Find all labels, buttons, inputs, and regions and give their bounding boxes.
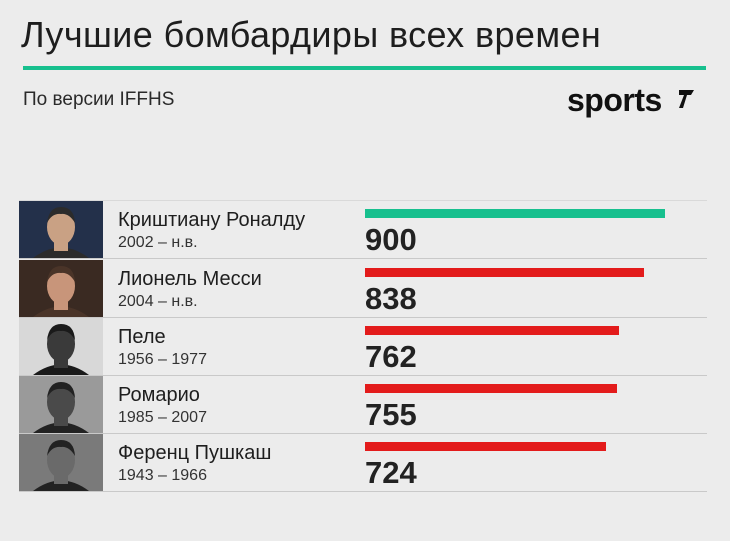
player-photo-2 [19, 318, 103, 375]
row-divider [19, 433, 707, 434]
data-label: 755 [365, 397, 417, 432]
career-years-label: 1956 – 1977 [118, 351, 207, 368]
portrait-icon [19, 434, 103, 491]
chart-title: Лучшие бомбардиры всех времен [21, 14, 602, 55]
bar [365, 268, 644, 277]
category-label: Пеле [118, 326, 166, 348]
chart-row: Ференц Пушкаш 1943 – 1966 724 [19, 434, 707, 492]
sports-logo: sports [567, 82, 694, 119]
career-years-label: 2002 – н.в. [118, 234, 198, 251]
player-photo-1 [19, 260, 103, 317]
row-divider [19, 200, 707, 201]
chart-row: Пеле 1956 – 1977 762 [19, 318, 707, 376]
category-label: Ференц Пушкаш [118, 442, 272, 464]
bar [365, 384, 617, 393]
row-divider [19, 491, 707, 492]
portrait-icon [19, 201, 103, 258]
chart-row: Криштиану Роналду 2002 – н.в. 900 [19, 200, 707, 259]
category-label: Ромарио [118, 384, 200, 406]
chart-row: Ромарио 1985 – 2007 755 [19, 376, 707, 434]
bar [365, 326, 619, 335]
category-label: Криштиану Роналду [118, 209, 306, 231]
logo-text: sports [567, 82, 662, 118]
portrait-icon [19, 376, 103, 433]
row-divider [19, 317, 707, 318]
portrait-icon [19, 260, 103, 317]
data-label: 724 [365, 455, 417, 490]
bar [365, 442, 606, 451]
row-divider [19, 375, 707, 376]
chart-row: Лионель Месси 2004 – н.в. 838 [19, 260, 707, 318]
player-photo-3 [19, 376, 103, 433]
career-years-label: 1985 – 2007 [118, 409, 207, 426]
portrait-icon [19, 318, 103, 375]
logo-mark-icon [679, 90, 694, 108]
data-label: 762 [365, 339, 417, 374]
career-years-label: 1943 – 1966 [118, 467, 207, 484]
career-years-label: 2004 – н.в. [118, 293, 198, 310]
player-photo-0 [19, 201, 103, 258]
row-divider [19, 258, 707, 259]
data-label: 838 [365, 281, 417, 316]
chart-subtitle: По версии IFFHS [23, 89, 175, 110]
category-label: Лионель Месси [118, 268, 262, 290]
player-photo-4 [19, 434, 103, 491]
data-label: 900 [365, 222, 417, 257]
title-underline [23, 66, 706, 70]
bar [365, 209, 665, 218]
